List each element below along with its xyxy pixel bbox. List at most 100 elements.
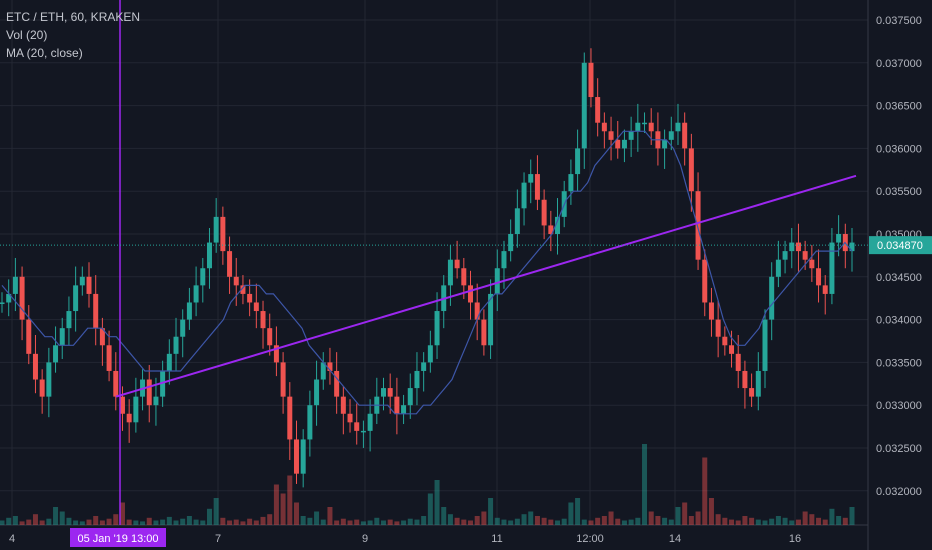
volume-bar xyxy=(247,518,253,525)
volume-bar xyxy=(688,516,694,525)
volume-bar xyxy=(113,514,119,525)
volume-bar xyxy=(769,518,775,525)
volume-bar xyxy=(193,519,199,525)
candle-body xyxy=(735,353,741,371)
volume-bar xyxy=(32,514,38,525)
volume-indicator-label[interactable]: Vol (20) xyxy=(6,28,48,42)
volume-bar xyxy=(119,502,125,525)
candle-body xyxy=(206,242,212,269)
volume-bar xyxy=(588,520,594,525)
volume-bar xyxy=(347,520,353,525)
volume-bar xyxy=(615,518,621,525)
candle-body xyxy=(555,216,561,234)
volume-bar xyxy=(468,520,474,525)
ma-line xyxy=(1,130,853,415)
volume-bar xyxy=(842,517,848,525)
volume-bar xyxy=(474,516,480,525)
candle-body xyxy=(729,345,735,354)
candle-body xyxy=(380,388,386,397)
y-tick-label: 0.037000 xyxy=(876,58,922,70)
candle-body xyxy=(829,242,835,294)
candle-body xyxy=(802,251,808,260)
candle-body xyxy=(688,148,694,192)
y-tick-label: 0.032500 xyxy=(876,443,922,455)
volume-bar xyxy=(581,519,587,525)
candle-body xyxy=(548,225,554,234)
candle-body xyxy=(59,328,65,346)
volume-bar xyxy=(340,518,346,525)
volume-bar xyxy=(702,457,708,525)
volume-bar xyxy=(755,519,761,525)
candle-body xyxy=(414,370,420,389)
candle-body xyxy=(247,293,253,303)
cursor-date-badge xyxy=(70,528,166,547)
candle-body xyxy=(153,396,159,406)
volume-bar xyxy=(822,519,828,525)
candle-body xyxy=(755,370,761,397)
volume-bar xyxy=(227,520,233,525)
volume-bar xyxy=(849,507,855,525)
volume-bar xyxy=(240,521,246,525)
candle-body xyxy=(749,388,755,397)
volume-bar xyxy=(86,519,92,525)
volume-bar xyxy=(173,520,179,525)
x-tick-label: 11 xyxy=(491,533,502,545)
volume-bar xyxy=(73,520,79,525)
volume-bar xyxy=(6,517,12,525)
volume-bar xyxy=(59,511,65,525)
volume-bar xyxy=(434,480,440,525)
candle-body xyxy=(615,139,621,149)
candle-body xyxy=(213,216,219,243)
candle-body xyxy=(662,139,668,149)
volume-bar xyxy=(19,521,25,525)
candle-body xyxy=(73,285,79,312)
candle-body xyxy=(702,259,708,303)
volume-bar xyxy=(374,517,380,525)
candle-body xyxy=(722,336,728,346)
volume-bar xyxy=(287,475,293,525)
last-price-label: 0.034870 xyxy=(877,240,923,252)
volume-bar xyxy=(394,521,400,525)
candle-body xyxy=(454,259,460,269)
volume-bar xyxy=(534,516,540,525)
candle-body xyxy=(387,388,393,397)
volume-bar xyxy=(729,519,735,525)
candle-body xyxy=(253,302,259,312)
candle-body xyxy=(53,345,59,363)
symbol-title[interactable]: ETC / ETH, 60, KRAKEN xyxy=(6,10,141,24)
candle-body xyxy=(233,276,239,286)
candle-body xyxy=(334,370,340,397)
volume-bar xyxy=(300,516,306,525)
candle-body xyxy=(528,174,534,183)
volume-bar xyxy=(320,519,326,525)
candle-body xyxy=(86,276,92,294)
candle-body xyxy=(795,242,801,252)
volume-bar xyxy=(367,520,373,525)
volume-bar xyxy=(206,508,212,525)
y-tick-label: 0.037500 xyxy=(876,15,922,27)
volume-bar xyxy=(380,520,386,525)
candle-body xyxy=(293,439,299,474)
candle-body xyxy=(240,285,246,294)
volume-bar xyxy=(106,518,112,525)
y-tick-label: 0.036000 xyxy=(876,143,922,155)
volume-bar xyxy=(39,520,45,525)
volume-bar xyxy=(555,520,561,525)
candle-body xyxy=(267,328,273,346)
trend-line[interactable] xyxy=(115,174,857,398)
volume-bar xyxy=(314,511,320,525)
candle-body xyxy=(816,268,822,286)
ma-indicator-label[interactable]: MA (20, close) xyxy=(6,46,83,60)
volume-bar xyxy=(26,519,32,525)
candle-body xyxy=(287,396,293,440)
candle-body xyxy=(133,396,139,423)
candle-body xyxy=(708,302,714,320)
candle-body xyxy=(782,251,788,260)
candle-body xyxy=(608,131,614,140)
volume-bar xyxy=(273,484,279,525)
candle-body xyxy=(581,62,587,149)
volume-bar xyxy=(789,520,795,525)
candle-body xyxy=(327,362,333,371)
